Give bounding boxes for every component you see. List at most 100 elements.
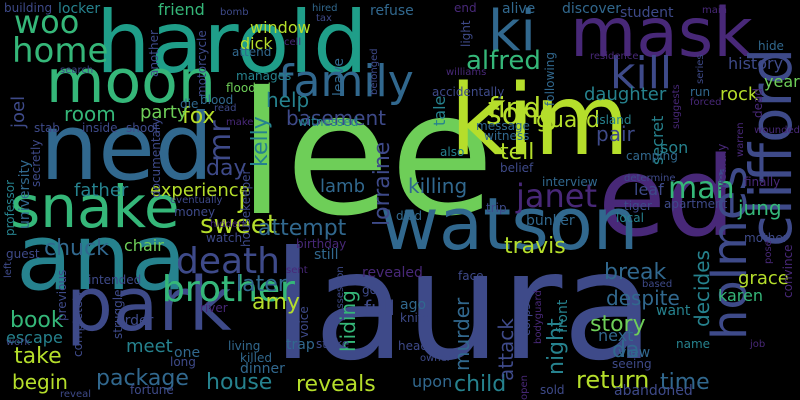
cloud-word: building <box>4 1 53 15</box>
cloud-word: amy <box>252 290 300 315</box>
cloud-word: son <box>660 138 689 157</box>
cloud-word: upon <box>412 372 453 391</box>
cloud-word: rock <box>720 84 759 105</box>
cloud-word: bodyguard <box>533 290 544 344</box>
cloud-word: work <box>6 337 31 348</box>
cloud-word: chuck <box>44 236 109 261</box>
cloud-word: kill <box>610 48 673 99</box>
cloud-word: dick <box>240 34 273 53</box>
cloud-word: bomb <box>220 7 249 18</box>
cloud-word: read <box>214 103 237 114</box>
cloud-word: time <box>660 370 710 395</box>
cloud-word: house <box>206 370 273 395</box>
cloud-word: head <box>398 339 428 353</box>
cloud-word: meet <box>126 336 173 357</box>
cloud-word: eventually <box>170 195 223 206</box>
cloud-word: series <box>695 54 706 84</box>
cloud-word: story <box>590 312 646 337</box>
cloud-word: guest <box>6 247 40 261</box>
cloud-word: interview <box>542 175 598 189</box>
cloud-word: wealthy <box>715 144 729 192</box>
cloud-word: reveal <box>60 389 92 400</box>
cloud-word: message <box>476 119 530 133</box>
cloud-word: ned <box>40 94 214 201</box>
cloud-word: fortune <box>130 383 174 397</box>
cloud-word: river <box>200 301 228 315</box>
cloud-word: suggests <box>671 84 682 129</box>
cloud-word: guard <box>536 108 601 133</box>
cloud-word: tell <box>500 140 535 165</box>
cloud-word: front <box>555 300 571 334</box>
cloud-word: ago <box>400 297 427 313</box>
cloud-word: struggle <box>111 290 125 340</box>
cloud-word: decides <box>690 250 714 327</box>
cloud-word: ki <box>488 0 536 64</box>
cloud-word: following <box>543 52 557 106</box>
cloud-word: motorcycle <box>195 30 209 97</box>
cloud-word: trap <box>286 337 315 353</box>
cloud-word: return <box>576 366 650 394</box>
cloud-word: island <box>596 113 632 127</box>
cloud-word: professor <box>3 180 17 237</box>
cloud-word: home <box>12 31 109 71</box>
cloud-word: begin <box>12 370 68 394</box>
cloud-word: long <box>170 355 196 369</box>
cloud-word: man <box>668 171 735 206</box>
cloud-word: determine <box>624 173 676 184</box>
cloud-word: face <box>458 269 484 283</box>
cloud-word: lorraine <box>370 142 395 227</box>
cloud-word: help <box>266 88 310 112</box>
cloud-word: sent <box>286 265 308 276</box>
cloud-word: locker <box>58 1 101 17</box>
cloud-word: still <box>314 247 339 263</box>
cloud-word: birthday <box>296 237 347 251</box>
cloud-word: williams <box>446 67 487 78</box>
cloud-word: want <box>656 303 691 319</box>
cloud-word: chair <box>124 236 164 255</box>
cloud-word: experience <box>150 180 250 201</box>
cloud-word: park <box>66 262 232 348</box>
cloud-word: belonged <box>369 48 380 95</box>
cloud-word: ana <box>16 204 188 311</box>
cloud-word: room <box>64 102 116 126</box>
cloud-word: find <box>488 91 542 124</box>
cloud-word: karen <box>718 286 763 305</box>
cloud-word: owner <box>420 353 451 364</box>
cloud-word: abandoned <box>614 383 693 399</box>
cloud-word: dinner <box>240 361 285 377</box>
cloud-word: student <box>620 5 674 21</box>
cloud-word: joel <box>8 96 29 129</box>
cloud-word: watson <box>380 182 639 266</box>
cloud-word: package <box>96 366 189 391</box>
cloud-word: refuse <box>370 3 414 19</box>
cloud-word: trip <box>486 201 507 215</box>
cloud-word: money <box>174 205 216 219</box>
cloud-word: brother <box>162 269 295 310</box>
cloud-word: lamb <box>320 176 365 197</box>
cloud-word: wounded <box>754 125 800 136</box>
cloud-word: woo <box>14 3 80 41</box>
cloud-word: inside <box>82 121 118 135</box>
cloud-word: sweet <box>200 210 277 240</box>
cloud-word: die <box>180 97 199 111</box>
cloud-word: strike <box>316 337 350 351</box>
cloud-word: camping <box>626 149 678 163</box>
cloud-word: name <box>676 337 711 351</box>
cloud-word: job <box>750 339 766 350</box>
cloud-word: despite <box>606 286 680 310</box>
cloud-word: party <box>140 102 188 123</box>
cloud-word: alive <box>502 1 536 17</box>
cloud-word: escape <box>6 328 63 347</box>
cloud-word: history <box>728 54 784 73</box>
cloud-word: left <box>3 262 14 279</box>
cloud-word: discover <box>562 1 621 17</box>
cloud-word: also <box>440 145 465 159</box>
cloud-word: child <box>454 372 507 397</box>
cloud-word: documentary <box>149 118 163 198</box>
cloud-word: knife <box>400 311 430 325</box>
cloud-word: mother <box>744 231 788 245</box>
cloud-word: possession <box>335 266 346 321</box>
cloud-word: hide <box>758 39 784 53</box>
cloud-word: kim <box>450 64 630 178</box>
